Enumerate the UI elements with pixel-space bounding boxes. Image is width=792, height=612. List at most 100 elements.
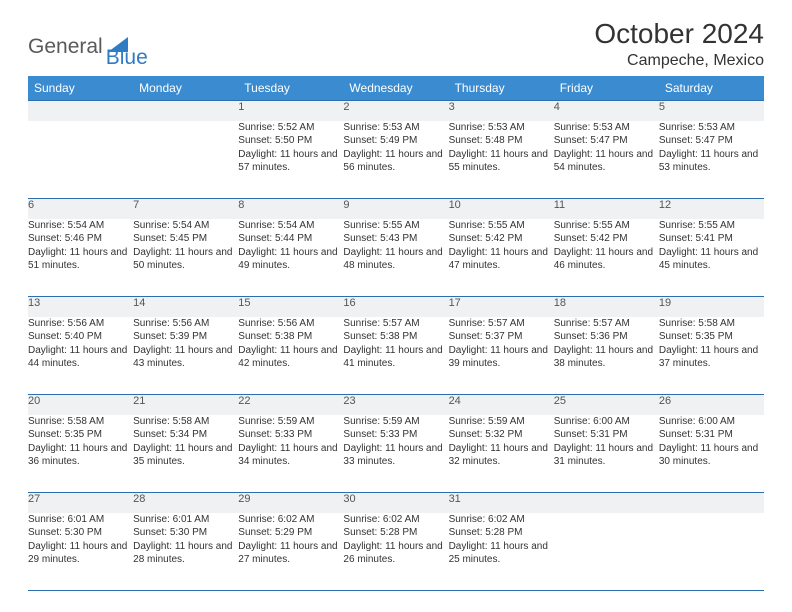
daylight-line: Daylight: 11 hours and 38 minutes.: [554, 344, 659, 371]
day-detail-cell: Sunrise: 6:00 AMSunset: 5:31 PMDaylight:…: [554, 415, 659, 493]
day-detail-cell: [133, 121, 238, 199]
day-header: Tuesday: [238, 76, 343, 101]
day-number-cell: 1: [238, 101, 343, 121]
sunrise-line: Sunrise: 5:53 AM: [659, 121, 764, 135]
daylight-line: Daylight: 11 hours and 34 minutes.: [238, 442, 343, 469]
day-number-row: 12345: [28, 101, 764, 121]
daylight-line: Daylight: 11 hours and 28 minutes.: [133, 540, 238, 567]
day-number-cell: 19: [659, 297, 764, 317]
day-number-cell: 27: [28, 493, 133, 513]
day-number-cell: [133, 101, 238, 121]
day-number-row: 6789101112: [28, 199, 764, 219]
daylight-line: Daylight: 11 hours and 39 minutes.: [449, 344, 554, 371]
sunrise-line: Sunrise: 6:02 AM: [343, 513, 448, 527]
day-header-row: Sunday Monday Tuesday Wednesday Thursday…: [28, 76, 764, 101]
day-number-cell: [659, 493, 764, 513]
day-header: Saturday: [659, 76, 764, 101]
logo: General Blue: [28, 18, 148, 70]
day-detail-cell: Sunrise: 6:02 AMSunset: 5:28 PMDaylight:…: [343, 513, 448, 591]
sunrise-line: Sunrise: 5:56 AM: [28, 317, 133, 331]
day-detail-cell: [28, 121, 133, 199]
daylight-line: Daylight: 11 hours and 53 minutes.: [659, 148, 764, 175]
sunset-line: Sunset: 5:33 PM: [343, 428, 448, 442]
daylight-line: Daylight: 11 hours and 50 minutes.: [133, 246, 238, 273]
sunrise-line: Sunrise: 5:55 AM: [343, 219, 448, 233]
day-number-cell: 21: [133, 395, 238, 415]
day-number-cell: 10: [449, 199, 554, 219]
daylight-line: Daylight: 11 hours and 33 minutes.: [343, 442, 448, 469]
daylight-line: Daylight: 11 hours and 48 minutes.: [343, 246, 448, 273]
day-detail-cell: Sunrise: 5:53 AMSunset: 5:47 PMDaylight:…: [554, 121, 659, 199]
sunrise-line: Sunrise: 5:53 AM: [449, 121, 554, 135]
sunrise-line: Sunrise: 5:55 AM: [659, 219, 764, 233]
daylight-line: Daylight: 11 hours and 54 minutes.: [554, 148, 659, 175]
sunrise-line: Sunrise: 5:57 AM: [449, 317, 554, 331]
day-number-cell: 4: [554, 101, 659, 121]
day-number-cell: 29: [238, 493, 343, 513]
sunrise-line: Sunrise: 5:55 AM: [449, 219, 554, 233]
sunrise-line: Sunrise: 5:57 AM: [554, 317, 659, 331]
sunset-line: Sunset: 5:30 PM: [28, 526, 133, 540]
sunset-line: Sunset: 5:32 PM: [449, 428, 554, 442]
day-detail-cell: Sunrise: 5:55 AMSunset: 5:41 PMDaylight:…: [659, 219, 764, 297]
day-number-cell: 17: [449, 297, 554, 317]
day-detail-cell: Sunrise: 5:54 AMSunset: 5:45 PMDaylight:…: [133, 219, 238, 297]
daylight-line: Daylight: 11 hours and 31 minutes.: [554, 442, 659, 469]
sunset-line: Sunset: 5:41 PM: [659, 232, 764, 246]
sunrise-line: Sunrise: 5:54 AM: [133, 219, 238, 233]
sunrise-line: Sunrise: 5:58 AM: [28, 415, 133, 429]
sunrise-line: Sunrise: 5:57 AM: [343, 317, 448, 331]
sunrise-line: Sunrise: 6:01 AM: [28, 513, 133, 527]
day-number-cell: 3: [449, 101, 554, 121]
sunset-line: Sunset: 5:46 PM: [28, 232, 133, 246]
day-number-cell: 31: [449, 493, 554, 513]
calendar-body: 12345Sunrise: 5:52 AMSunset: 5:50 PMDayl…: [28, 101, 764, 591]
day-detail-cell: Sunrise: 5:53 AMSunset: 5:47 PMDaylight:…: [659, 121, 764, 199]
sunrise-line: Sunrise: 6:02 AM: [238, 513, 343, 527]
day-detail-cell: Sunrise: 6:01 AMSunset: 5:30 PMDaylight:…: [28, 513, 133, 591]
day-detail-cell: Sunrise: 5:52 AMSunset: 5:50 PMDaylight:…: [238, 121, 343, 199]
sunset-line: Sunset: 5:39 PM: [133, 330, 238, 344]
sunset-line: Sunset: 5:37 PM: [449, 330, 554, 344]
sunrise-line: Sunrise: 5:58 AM: [133, 415, 238, 429]
day-number-cell: 2: [343, 101, 448, 121]
sunrise-line: Sunrise: 5:59 AM: [449, 415, 554, 429]
day-detail-cell: Sunrise: 5:56 AMSunset: 5:40 PMDaylight:…: [28, 317, 133, 395]
day-detail-cell: Sunrise: 5:55 AMSunset: 5:42 PMDaylight:…: [554, 219, 659, 297]
daylight-line: Daylight: 11 hours and 45 minutes.: [659, 246, 764, 273]
daylight-line: Daylight: 11 hours and 42 minutes.: [238, 344, 343, 371]
day-header: Thursday: [449, 76, 554, 101]
day-header: Sunday: [28, 76, 133, 101]
day-detail-cell: Sunrise: 6:02 AMSunset: 5:29 PMDaylight:…: [238, 513, 343, 591]
daylight-line: Daylight: 11 hours and 57 minutes.: [238, 148, 343, 175]
sunrise-line: Sunrise: 5:52 AM: [238, 121, 343, 135]
daylight-line: Daylight: 11 hours and 56 minutes.: [343, 148, 448, 175]
day-detail-cell: Sunrise: 5:56 AMSunset: 5:39 PMDaylight:…: [133, 317, 238, 395]
sunrise-line: Sunrise: 5:53 AM: [343, 121, 448, 135]
calendar-table: Sunday Monday Tuesday Wednesday Thursday…: [28, 76, 764, 591]
day-detail-cell: Sunrise: 5:55 AMSunset: 5:42 PMDaylight:…: [449, 219, 554, 297]
sunrise-line: Sunrise: 5:53 AM: [554, 121, 659, 135]
day-header: Monday: [133, 76, 238, 101]
sunset-line: Sunset: 5:29 PM: [238, 526, 343, 540]
day-number-cell: 28: [133, 493, 238, 513]
daylight-line: Daylight: 11 hours and 49 minutes.: [238, 246, 343, 273]
sunset-line: Sunset: 5:35 PM: [28, 428, 133, 442]
daylight-line: Daylight: 11 hours and 25 minutes.: [449, 540, 554, 567]
day-detail-cell: Sunrise: 5:55 AMSunset: 5:43 PMDaylight:…: [343, 219, 448, 297]
day-number-cell: 20: [28, 395, 133, 415]
daylight-line: Daylight: 11 hours and 36 minutes.: [28, 442, 133, 469]
sunset-line: Sunset: 5:36 PM: [554, 330, 659, 344]
day-detail-cell: Sunrise: 5:57 AMSunset: 5:37 PMDaylight:…: [449, 317, 554, 395]
day-detail-cell: Sunrise: 5:59 AMSunset: 5:33 PMDaylight:…: [238, 415, 343, 493]
day-number-row: 2728293031: [28, 493, 764, 513]
sunrise-line: Sunrise: 6:00 AM: [659, 415, 764, 429]
day-detail-row: Sunrise: 5:52 AMSunset: 5:50 PMDaylight:…: [28, 121, 764, 199]
sunset-line: Sunset: 5:48 PM: [449, 134, 554, 148]
day-detail-cell: Sunrise: 5:57 AMSunset: 5:38 PMDaylight:…: [343, 317, 448, 395]
day-number-cell: 25: [554, 395, 659, 415]
day-detail-cell: Sunrise: 6:01 AMSunset: 5:30 PMDaylight:…: [133, 513, 238, 591]
day-detail-cell: Sunrise: 5:58 AMSunset: 5:35 PMDaylight:…: [659, 317, 764, 395]
day-header: Friday: [554, 76, 659, 101]
sunrise-line: Sunrise: 5:54 AM: [28, 219, 133, 233]
